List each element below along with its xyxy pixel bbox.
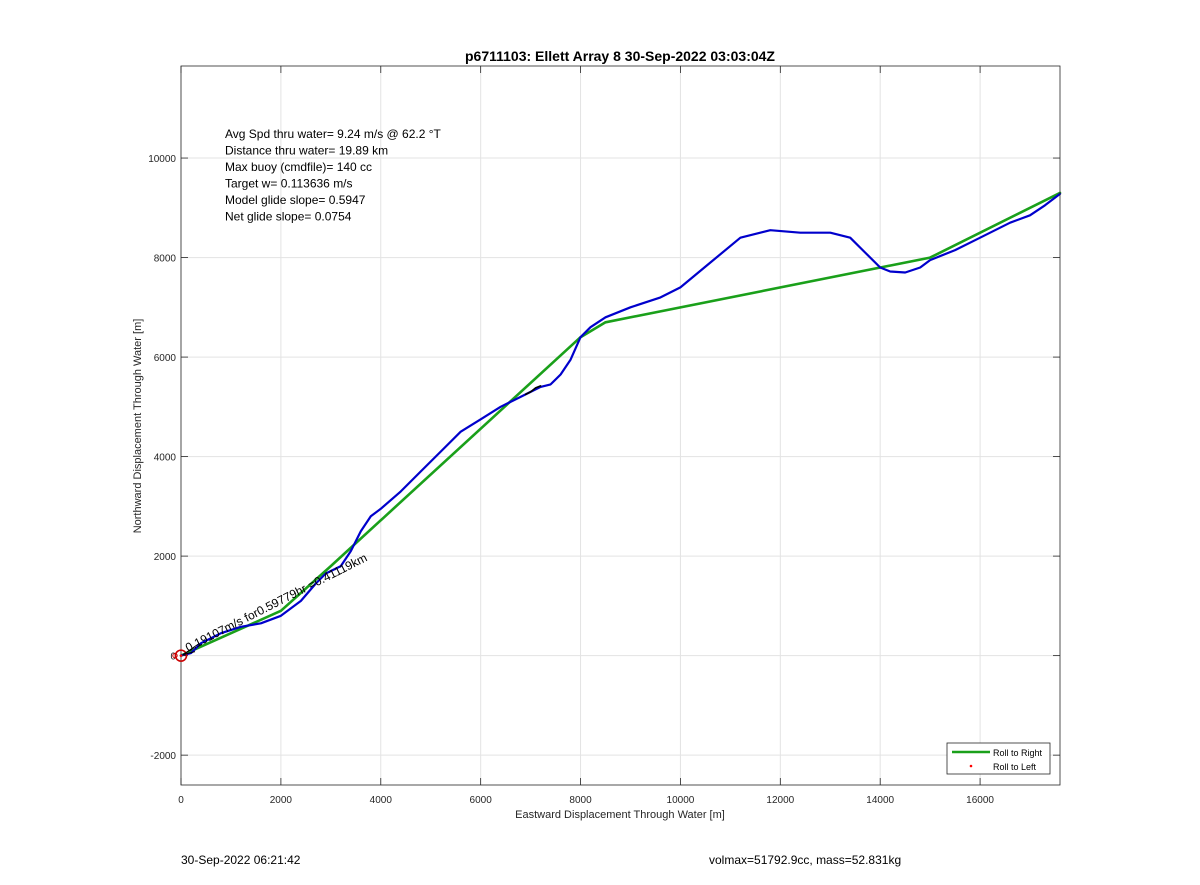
x-tick-label: 4000 <box>370 795 393 806</box>
series-line-black <box>524 385 542 396</box>
stats-annotations: Avg Spd thru water= 9.24 m/s @ 62.2 °T Di… <box>225 127 442 224</box>
stats-line: Net glide slope= 0.0754 <box>225 210 352 224</box>
start-marker-small <box>172 652 178 659</box>
data-series <box>179 191 1062 657</box>
start-dot <box>179 654 183 657</box>
series-line-blue <box>179 192 1062 657</box>
x-tick-labels: 0 2000 4000 6000 8000 10000 12000 14000 16000 <box>178 795 994 806</box>
x-tick-label: 12000 <box>766 795 794 806</box>
segment-speed-label: 0.19107m/s for0.59779hr =0.41119km <box>183 550 369 654</box>
y-tick-label: 10000 <box>148 154 176 165</box>
x-tick-label: 2000 <box>270 795 293 806</box>
stats-line: Avg Spd thru water= 9.24 m/s @ 62.2 °T <box>225 127 442 141</box>
stats-line: Target w= 0.113636 m/s <box>225 177 353 191</box>
legend-swatch-roll-left <box>969 764 973 768</box>
x-axis-label: Eastward Displacement Through Water [m] <box>515 809 725 821</box>
legend-box <box>946 742 1051 775</box>
x-tick-label: 14000 <box>866 795 894 806</box>
legend-label-roll-right: Roll to Right <box>993 748 1043 758</box>
y-tick-label: 6000 <box>154 353 177 364</box>
x-tick-label: 10000 <box>667 795 695 806</box>
y-tick-label: -2000 <box>150 751 176 762</box>
footer-timestamp: 30-Sep-2022 06:21:42 <box>181 853 301 867</box>
x-tick-label: 16000 <box>966 795 994 806</box>
legend: Roll to Right Roll to Left <box>946 742 1051 775</box>
y-tick-label: 4000 <box>154 453 177 464</box>
grid-lines <box>180 66 1060 785</box>
stats-line: Max buoy (cmdfile)= 140 cc <box>225 160 372 174</box>
legend-label-roll-left: Roll to Left <box>993 762 1037 772</box>
x-tick-label: 0 <box>178 795 184 806</box>
chart-title: p6711103: Ellett Array 8 30-Sep-2022 03:… <box>465 48 775 64</box>
start-markers <box>172 643 200 662</box>
heading-arrow <box>182 647 195 656</box>
y-tick-label: 2000 <box>154 552 177 563</box>
stats-line: Distance thru water= 19.89 km <box>225 144 388 158</box>
footer-summary: volmax=51792.9cc, mass=52.831kg <box>709 853 902 867</box>
y-axis-label: Northward Displacement Through Water [m] <box>132 319 144 534</box>
stats-line: Model glide slope= 0.5947 <box>225 193 366 207</box>
x-tick-label: 8000 <box>569 795 592 806</box>
heading-arrow <box>182 651 196 656</box>
tick-marks <box>180 66 1060 785</box>
start-marker-ring <box>174 649 188 662</box>
plot-area-border <box>180 65 1061 786</box>
x-tick-label: 6000 <box>470 795 493 806</box>
y-tick-label: 8000 <box>154 254 177 265</box>
